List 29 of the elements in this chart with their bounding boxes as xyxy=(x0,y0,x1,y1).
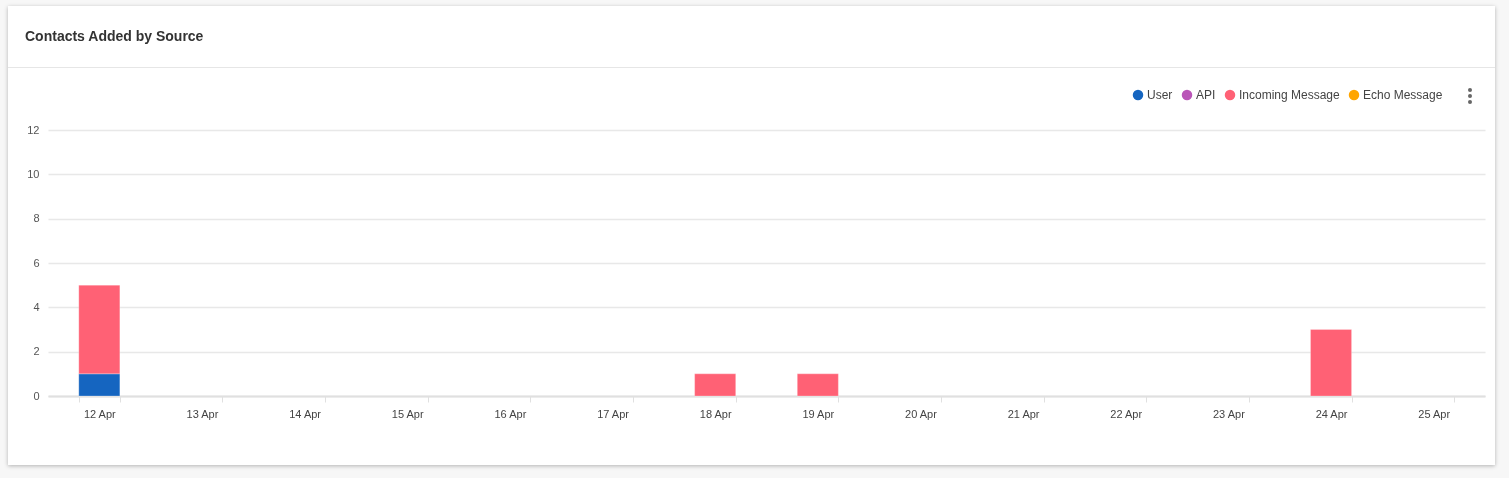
legend-label: Incoming Message xyxy=(1239,88,1341,102)
x-tick-label: 14 Apr xyxy=(289,407,322,420)
chart-title: Contacts Added by Source xyxy=(25,28,204,45)
x-tick-label: 15 Apr xyxy=(391,407,424,420)
y-tick-label: 12 xyxy=(27,123,40,136)
x-tick-label: 19 Apr xyxy=(802,407,835,420)
x-tick-label: 17 Apr xyxy=(597,407,630,420)
y-tick-label: 8 xyxy=(33,212,40,225)
x-tick-label: 22 Apr xyxy=(1110,407,1143,420)
x-tick-label: 13 Apr xyxy=(186,407,219,420)
y-tick-label: 0 xyxy=(33,389,40,402)
bar xyxy=(796,373,839,397)
y-tick-label: 6 xyxy=(33,256,40,269)
x-tick-label: 18 Apr xyxy=(699,407,732,420)
y-tick-label: 4 xyxy=(33,300,40,313)
bar xyxy=(694,373,737,397)
x-tick-label: 25 Apr xyxy=(1418,407,1451,420)
x-tick-label: 16 Apr xyxy=(494,407,527,420)
y-tick-label: 2 xyxy=(33,345,40,358)
y-tick-label: 10 xyxy=(27,167,40,180)
x-tick-label: 21 Apr xyxy=(1007,407,1040,420)
x-tick-label: 24 Apr xyxy=(1315,407,1348,420)
bar xyxy=(1310,329,1353,397)
legend-label: Echo Message xyxy=(1363,88,1443,102)
x-tick-label: 20 Apr xyxy=(905,407,938,420)
legend-label: User xyxy=(1147,88,1173,102)
legend-label: API xyxy=(1196,88,1216,102)
x-tick-label: 12 Apr xyxy=(83,407,117,420)
x-tick-label: 23 Apr xyxy=(1212,407,1246,420)
